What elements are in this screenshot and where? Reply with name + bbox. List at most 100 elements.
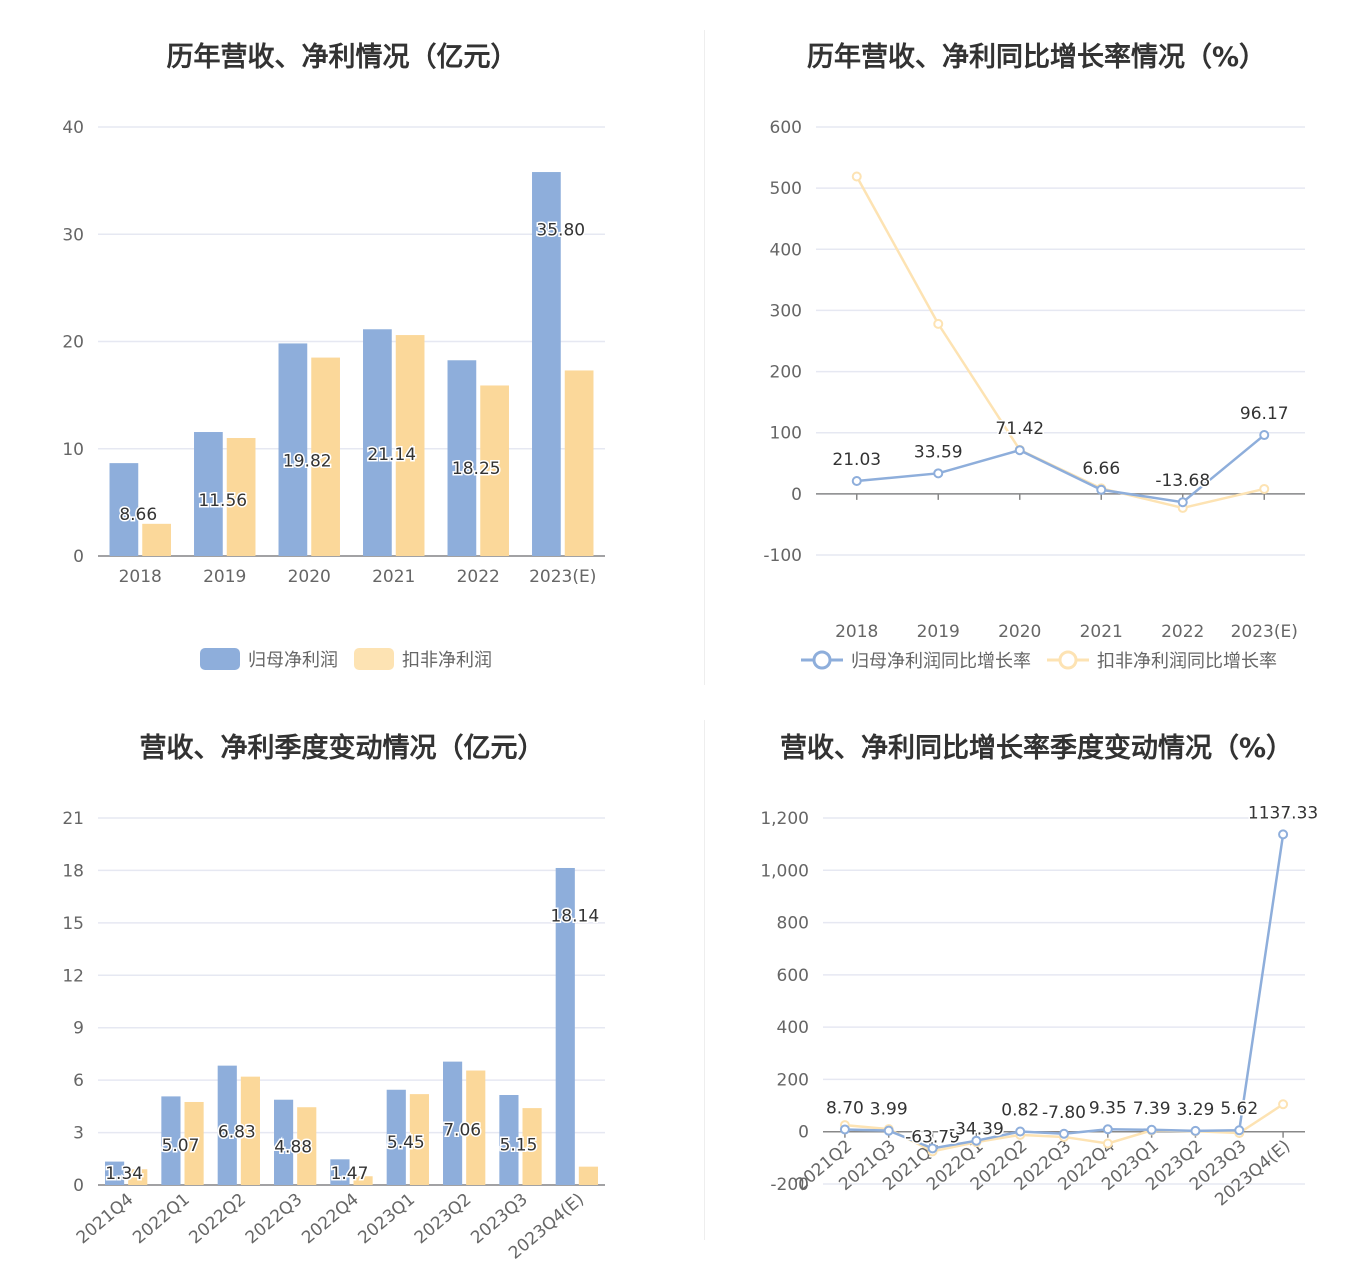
data-label: 5.15 bbox=[500, 1135, 538, 1155]
legend-item-parent-net-profit[interactable]: 归母净利润 bbox=[200, 646, 338, 672]
legend-item-deducted-growth[interactable]: 扣非净利润同比增长率 bbox=[1047, 647, 1277, 673]
bar-deducted-net-profit bbox=[226, 438, 256, 556]
data-point bbox=[1177, 497, 1188, 508]
data-label: 5.62 bbox=[1220, 1099, 1258, 1119]
chart-title: 营收、净利同比增长率季度变动情况（%） bbox=[779, 733, 1294, 764]
x-tick-label: 2021 bbox=[1080, 622, 1123, 642]
data-label: 0.82 bbox=[1001, 1100, 1039, 1120]
bar-deducted-net-profit bbox=[564, 370, 594, 556]
y-tick-label: 800 bbox=[777, 914, 809, 934]
bar-deducted-net-profit bbox=[184, 1101, 204, 1185]
bar-parent-net-profit bbox=[555, 867, 575, 1185]
data-label: 9.35 bbox=[1089, 1098, 1127, 1118]
x-tick-label: 2019 bbox=[917, 622, 960, 642]
bar-deducted-net-profit bbox=[395, 335, 425, 556]
bar-parent-net-profit bbox=[161, 1096, 181, 1185]
y-tick-label: 300 bbox=[770, 301, 802, 321]
y-tick-label: 400 bbox=[770, 240, 802, 260]
legend-label: 扣非净利润 bbox=[402, 650, 492, 671]
y-tick-label: 0 bbox=[791, 485, 802, 505]
y-tick-label: 40 bbox=[62, 118, 84, 138]
data-point bbox=[839, 1124, 850, 1135]
data-point bbox=[1259, 483, 1270, 494]
data-label: 8.66 bbox=[119, 505, 157, 525]
data-label: 7.06 bbox=[443, 1120, 481, 1140]
data-label: -13.68 bbox=[1155, 471, 1210, 491]
data-label: -7.80 bbox=[1042, 1103, 1086, 1123]
data-point bbox=[883, 1125, 894, 1136]
legend: 归母净利润同比增长率 扣非净利润同比增长率 bbox=[793, 647, 1285, 673]
y-tick-label: 3 bbox=[73, 1124, 84, 1144]
bar-deducted-net-profit bbox=[311, 357, 340, 556]
y-tick-label: 200 bbox=[777, 1070, 809, 1090]
data-point bbox=[1015, 1126, 1026, 1137]
data-point bbox=[1102, 1138, 1113, 1149]
quarterly-profit-bar-chart: 0 3 6 9 12 15 18 21 2021Q42022Q12022Q22022Q32022… bbox=[62, 809, 605, 1264]
legend-item-deducted-net-profit[interactable]: 扣非净利润 bbox=[354, 646, 492, 672]
chart-title: 营收、净利季度变动情况（亿元） bbox=[139, 733, 545, 764]
y-tick-label: 21 bbox=[62, 809, 84, 829]
bar-parent-net-profit bbox=[330, 1159, 350, 1185]
x-tick-label: 2022 bbox=[1161, 622, 1204, 642]
data-label: 71.42 bbox=[995, 419, 1044, 439]
bar-deducted-net-profit bbox=[128, 1169, 148, 1185]
quarterly-growth-panel: 营收、净利同比增长率季度变动情况（%） -200 0 200 400 600 800 1,0… bbox=[705, 690, 1368, 1277]
x-tick-label: 2023(E) bbox=[529, 567, 596, 587]
chart-title: 历年营收、净利情况（亿元） bbox=[166, 42, 518, 73]
annual-profit-bar-chart: 0 10 20 30 40 2018 2019 2020 2021 2022 2023(E) 8.66… bbox=[62, 118, 605, 587]
data-label: 1.34 bbox=[105, 1164, 143, 1184]
y-tick-label: 0 bbox=[73, 1176, 84, 1196]
y-tick-label: 6 bbox=[73, 1071, 84, 1091]
legend-swatch-line bbox=[801, 650, 843, 670]
legend-item-parent-growth[interactable]: 归母净利润同比增长率 bbox=[801, 647, 1031, 673]
bar-parent-net-profit bbox=[499, 1094, 519, 1185]
y-tick-label: 20 bbox=[62, 333, 84, 353]
bar-parent-net-profit bbox=[109, 463, 139, 556]
bar-parent-net-profit bbox=[386, 1089, 406, 1185]
bar-deducted-net-profit bbox=[480, 385, 509, 556]
x-tick-label: 2023Q1 bbox=[355, 1190, 420, 1249]
x-tick-label: 2022Q1 bbox=[129, 1190, 194, 1249]
data-point bbox=[1190, 1125, 1201, 1136]
legend-swatch-line bbox=[1047, 650, 1089, 670]
y-tick-label: 15 bbox=[62, 914, 84, 934]
data-label: 21.03 bbox=[832, 450, 881, 470]
legend-swatch bbox=[200, 648, 240, 670]
bar-deducted-net-profit bbox=[522, 1108, 542, 1185]
data-label: -34.39 bbox=[949, 1120, 1004, 1140]
bar-deducted-net-profit bbox=[409, 1094, 429, 1185]
data-label: 1.47 bbox=[331, 1164, 369, 1184]
x-tick-label: 2023(E) bbox=[1231, 622, 1298, 642]
data-label: 21.14 bbox=[367, 445, 416, 465]
x-tick-label: 2022Q3 bbox=[242, 1190, 307, 1249]
y-tick-label: 1,200 bbox=[760, 809, 809, 829]
bar-parent-net-profit bbox=[274, 1099, 294, 1185]
data-label: 1137.33 bbox=[1248, 803, 1318, 823]
data-point bbox=[933, 318, 944, 329]
bar-deducted-net-profit bbox=[142, 523, 171, 556]
bar-deducted-net-profit bbox=[353, 1176, 373, 1185]
bar-parent-net-profit bbox=[443, 1061, 463, 1185]
data-label: 33.59 bbox=[914, 442, 963, 462]
data-point bbox=[1096, 484, 1107, 495]
data-point bbox=[1278, 829, 1289, 840]
y-tick-label: 200 bbox=[770, 363, 802, 383]
bar-deducted-net-profit bbox=[297, 1107, 317, 1185]
x-tick-label: 2020 bbox=[288, 567, 331, 587]
data-point bbox=[927, 1143, 938, 1154]
data-label: 3.29 bbox=[1177, 1100, 1215, 1120]
y-tick-label: 600 bbox=[770, 118, 802, 138]
annual-profit-panel: 历年营收、净利情况（亿元） 0 10 20 30 40 2018 2019 2020 2021 2… bbox=[0, 0, 684, 690]
y-tick-label: -200 bbox=[770, 1175, 809, 1195]
y-tick-label: 12 bbox=[62, 966, 84, 986]
data-label: 8.70 bbox=[826, 1098, 864, 1118]
data-point bbox=[851, 171, 862, 182]
data-label: 35.80 bbox=[536, 221, 585, 241]
data-label: 7.39 bbox=[1133, 1099, 1171, 1119]
data-point bbox=[1102, 1124, 1113, 1135]
annual-growth-line-chart: -100 0 100 200 300 400 500 600 2018 2019 2020 2021 2… bbox=[763, 118, 1305, 642]
legend: 归母净利润 扣非净利润 bbox=[192, 646, 500, 672]
y-tick-label: 10 bbox=[62, 440, 84, 460]
data-point bbox=[971, 1135, 982, 1146]
series-line-parent-growth bbox=[856, 434, 1266, 504]
